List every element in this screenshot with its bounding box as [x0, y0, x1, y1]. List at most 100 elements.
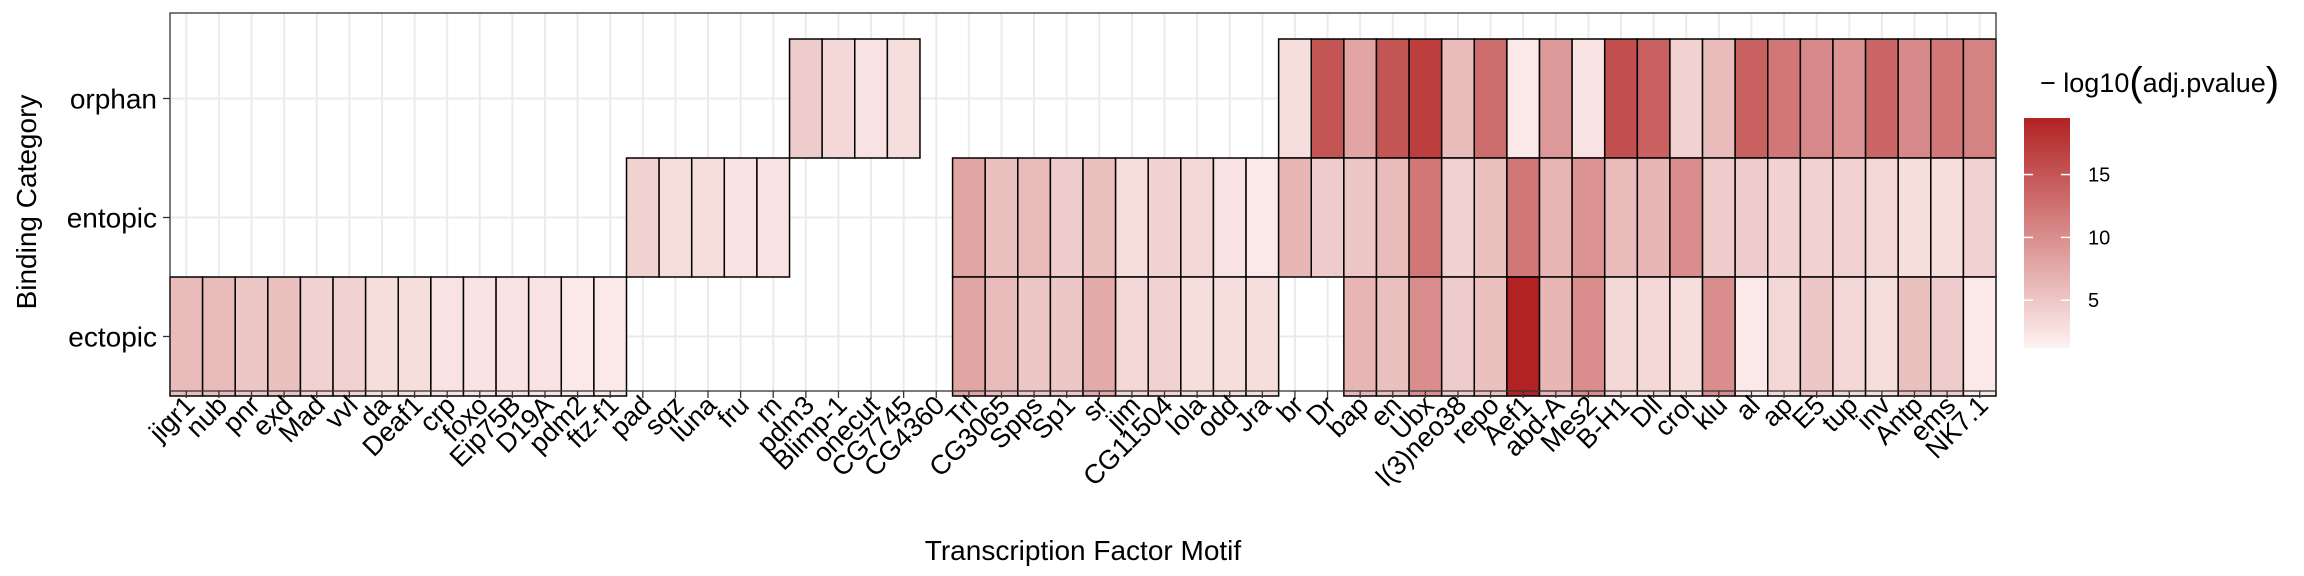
- heatmap-cell: [1375, 38, 1410, 159]
- heatmap-cell: [1701, 38, 1736, 159]
- heatmap-cell: [1343, 38, 1378, 159]
- heatmap-cell: [1734, 38, 1769, 159]
- heatmap-cell: [1343, 276, 1378, 397]
- heatmap-cell: [756, 157, 791, 278]
- heatmap-cell: [169, 276, 204, 397]
- heatmap-cell: [1669, 38, 1704, 159]
- heatmap-cell: [527, 276, 563, 397]
- heatmap-cell: [1440, 38, 1476, 159]
- heatmap-cell: [1017, 276, 1052, 397]
- heatmap-cell: [1799, 157, 1834, 278]
- heatmap-cell: [430, 276, 465, 397]
- heatmap-cell: [1212, 276, 1247, 397]
- color-legend: − log10(adj.pvalue) 5 10 15: [2024, 60, 2279, 348]
- heatmap-cell: [788, 38, 823, 159]
- heatmap-cell: [1310, 38, 1345, 159]
- heatmap-cell: [1408, 38, 1443, 159]
- heatmap-cell: [1930, 38, 1965, 159]
- legend-tick-label: 5: [2088, 290, 2099, 312]
- heatmap-cell: [332, 276, 367, 397]
- legend-colorbar: [2024, 118, 2070, 348]
- heatmap-cell: [951, 276, 986, 397]
- heatmap-cell: [625, 157, 660, 278]
- heatmap-cell: [1734, 157, 1769, 278]
- heatmap-cell: [495, 276, 530, 397]
- heatmap-cell: [1767, 157, 1802, 278]
- heatmap-cell: [1277, 38, 1312, 159]
- x-tick-label: bap: [1321, 390, 1374, 443]
- heatmap-cell: [854, 38, 889, 159]
- heatmap-cell: [1049, 157, 1084, 278]
- heatmap-cell: [1897, 38, 1932, 159]
- heatmap-cell: [1114, 276, 1149, 397]
- heatmap-cell: [1864, 38, 1899, 159]
- x-tick-label: klu: [1687, 390, 1733, 436]
- heatmap-cell: [886, 38, 921, 159]
- heatmap-cell: [1538, 276, 1573, 397]
- heatmap-cell: [658, 157, 693, 278]
- heatmap-cell: [267, 276, 302, 397]
- heatmap-cell: [1603, 276, 1639, 397]
- heatmap-cell: [1571, 276, 1606, 397]
- heatmap-cell: [1114, 157, 1149, 278]
- heatmap-cell: [984, 276, 1019, 397]
- heatmap-cell: [1538, 157, 1573, 278]
- legend-title-close-paren: ): [2266, 60, 2279, 104]
- heatmap-cell: [1962, 157, 1997, 278]
- heatmap-cell: [560, 276, 595, 397]
- heatmap-cell: [1506, 38, 1541, 159]
- heatmap-cell: [1212, 157, 1247, 278]
- heatmap-cell: [1082, 276, 1117, 397]
- legend-title-open-paren: (: [2129, 60, 2143, 104]
- legend-title-inner: adj.pvalue: [2143, 68, 2266, 98]
- heatmap-cell: [1603, 157, 1639, 278]
- heatmap-cell: [1440, 276, 1476, 397]
- legend-tick-label: 10: [2088, 227, 2110, 249]
- heatmap-cell: [821, 38, 856, 159]
- heatmap-cell: [1636, 276, 1671, 397]
- heatmap-cell: [1767, 276, 1802, 397]
- heatmap-cell: [299, 276, 334, 397]
- heatmap-cell: [1636, 157, 1671, 278]
- heatmap-cell: [234, 276, 269, 397]
- heatmap-cell: [1180, 157, 1215, 278]
- heatmap-cell: [1049, 276, 1084, 397]
- heatmap-cell: [1473, 38, 1508, 159]
- y-axis: orphan entopic ectopic: [67, 84, 170, 353]
- heatmap-cell: [462, 276, 497, 397]
- legend-title: − log10(adj.pvalue): [2040, 60, 2279, 104]
- heatmap-cell: [690, 157, 726, 278]
- heatmap-cell: [1180, 276, 1215, 397]
- heatmap-cell: [951, 157, 986, 278]
- x-axis: jigr1nubpnrexdMadvvldaDeaf1crpfoxoEip75B…: [143, 389, 1994, 492]
- y-axis-title: Binding Category: [11, 95, 42, 310]
- heatmap-cell: [1799, 38, 1834, 159]
- heatmap-cell: [1669, 276, 1704, 397]
- heatmap-cell: [201, 276, 236, 397]
- heatmap-cell: [1897, 157, 1932, 278]
- legend-title-prefix: − log10: [2040, 68, 2129, 98]
- heatmap-cell: [1473, 276, 1508, 397]
- heatmap-cell: [1897, 276, 1932, 397]
- heatmap-cell: [984, 157, 1019, 278]
- heatmap-cell: [397, 276, 432, 397]
- heatmap-cell: [1962, 276, 1997, 397]
- heatmap-cell: [1571, 38, 1606, 159]
- heatmap-cell: [1930, 276, 1965, 397]
- heatmap-cell: [1571, 157, 1606, 278]
- heatmap-cell: [1669, 157, 1704, 278]
- heatmap-cell: [723, 157, 758, 278]
- heatmap-cell: [1930, 157, 1965, 278]
- heatmap-cell: [1636, 38, 1671, 159]
- heatmap-cell: [1506, 157, 1541, 278]
- heatmap-cell: [1147, 276, 1182, 397]
- heatmap-cell: [1799, 276, 1834, 397]
- x-tick-label: fru: [711, 390, 754, 433]
- panel-border: [169, 12, 1997, 392]
- y-tick-label: entopic: [67, 203, 157, 234]
- heatmap-cell: [1506, 276, 1541, 397]
- heatmap-cell: [1082, 157, 1117, 278]
- heatmap-cells: [169, 38, 1997, 397]
- heatmap-cell: [1017, 157, 1052, 278]
